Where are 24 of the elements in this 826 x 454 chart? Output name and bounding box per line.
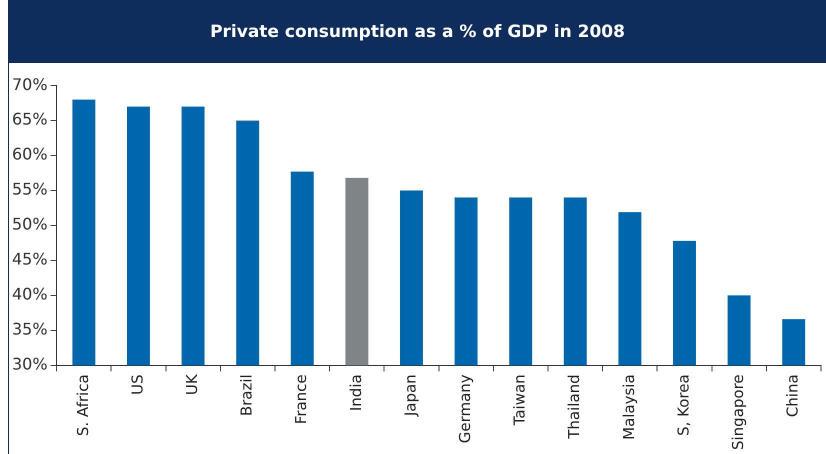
x-tick-label: Brazil xyxy=(238,374,256,416)
chart-title: Private consumption as a % of GDP in 2008 xyxy=(9,1,826,63)
y-tick-label: 70% xyxy=(12,74,48,94)
y-tick-label: 35% xyxy=(12,320,48,339)
x-tick-label: S. Africa xyxy=(74,374,92,436)
y-tick-label: 30% xyxy=(12,354,48,374)
y-tick-label: 40% xyxy=(12,284,48,304)
x-tick-label: China xyxy=(784,374,802,418)
y-tick-label: 55% xyxy=(12,180,48,199)
x-tick-label: India xyxy=(346,374,365,412)
x-tick-label: Malaysia xyxy=(620,374,638,440)
x-tick-label: Germany xyxy=(456,374,474,444)
y-tick-label: 50% xyxy=(12,214,48,234)
x-tick-label: Taiwan xyxy=(510,374,529,426)
x-tick-label: Singapore xyxy=(728,374,747,450)
x-tick-label: UK xyxy=(182,373,201,396)
y-tick-label: 45% xyxy=(12,250,48,269)
y-tick-label: 60% xyxy=(12,144,48,164)
x-tick-label: Japan xyxy=(401,374,420,418)
x-tick-label: France xyxy=(292,374,310,424)
x-tick-label: S, Korea xyxy=(674,374,692,436)
x-tick-label: Thailand xyxy=(565,374,584,440)
x-tick-label: US xyxy=(128,374,146,395)
y-tick-label: 65% xyxy=(12,110,48,129)
